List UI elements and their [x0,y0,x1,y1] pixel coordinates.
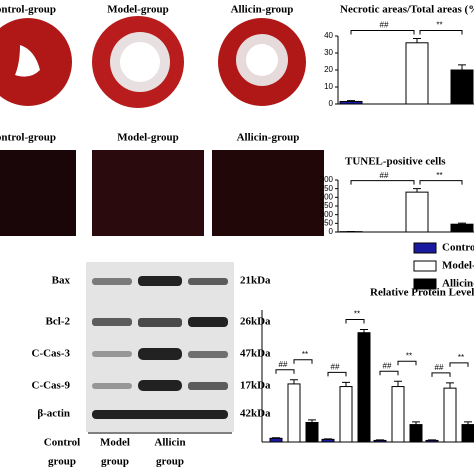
annotation: ## [383,361,392,370]
bar [443,387,457,443]
y-tick-label: 200 [320,192,334,201]
bracket [350,180,463,185]
size-label: 21kDa [240,275,271,287]
bar [339,386,353,443]
error-bar [324,438,332,440]
annotation: ## [380,21,389,30]
protein-label: C-Cas-3 [32,348,71,360]
group-label: Control [44,437,80,449]
legend-label: Control-group [442,242,474,254]
y-tick-label: 10 [324,82,333,91]
error-bar [413,38,421,43]
legend-label: Allicin-group [442,278,474,290]
bar [357,332,371,443]
annotation: ## [331,362,340,371]
legend-label: Model-group [442,260,474,272]
error-bar [412,421,420,425]
size-label: 26kDa [240,316,271,328]
photo-label: Allicin-group [231,4,294,16]
error-bar [458,222,466,225]
y-tick-label: 150 [320,201,334,210]
annotation: ** [436,171,442,180]
legend-swatch [413,260,437,272]
group-label: Model [100,437,130,449]
annotation: ** [302,350,308,359]
bar [425,439,439,443]
size-label: 47kDa [240,348,271,360]
error-bar [464,421,472,425]
bar [269,437,283,443]
error-bar [290,379,298,384]
bar [391,386,405,443]
protein-label: C-Cas-9 [32,380,71,392]
photo-label: Control-group [0,4,56,16]
bar [409,424,423,443]
legend-swatch [413,278,437,290]
photo-label: Model-group [117,132,179,144]
chart-title: Relative Protein Levels [370,287,474,299]
annotation: ** [406,351,412,360]
y-tick-label: 20 [324,65,333,74]
bar [405,191,429,233]
bar [339,100,363,105]
annotation: ** [436,21,442,30]
error-bar [458,64,466,70]
legend-swatch [413,242,437,254]
bracket [379,360,417,376]
error-bar [428,439,436,441]
annotation: ** [458,353,464,362]
chart-title: TUNEL-positive cells [345,156,446,168]
error-bar [308,419,316,423]
y-tick-label: 250 [320,184,334,193]
bar [305,421,319,443]
bar [373,439,387,443]
blot-bands [86,262,234,432]
error-bar [376,439,384,441]
annotation: ## [279,360,288,369]
bracket [350,30,463,35]
error-bar [360,329,368,333]
annotation: ## [380,171,389,180]
size-label: 42kDa [240,408,271,420]
photo-label: Model-group [107,4,169,16]
error-bar [413,188,421,193]
bar [461,424,474,443]
bar [450,69,474,105]
y-tick-label: 0 [329,99,334,108]
y-tick-label: 300 [320,175,334,184]
bar [405,42,429,105]
protein-label: Bax [52,275,71,287]
error-bar [394,380,402,387]
annotation: ## [435,363,444,372]
bar [321,438,335,443]
protein-label: Bcl-2 [46,316,71,328]
photo-label: Allicin-group [237,132,300,144]
heart-photos [0,16,306,108]
group-label: group [101,456,129,468]
bracket [327,319,365,377]
protein-label: β-actin [37,408,70,420]
annotation: ** [354,310,360,319]
y-tick-label: 30 [324,48,333,57]
group-label: group [48,456,76,468]
error-bar [272,437,280,439]
tunel-photos [0,150,324,236]
error-bar [347,100,355,102]
group-label: group [156,456,184,468]
error-bar [342,381,350,387]
error-bar [446,382,454,389]
bracket [431,362,469,377]
bar [450,223,474,233]
bracket [275,359,313,374]
size-label: 17kDa [240,380,271,392]
group-label: Allicin [154,437,185,449]
y-tick-label: 50 [324,218,333,227]
y-tick-label: 100 [320,210,334,219]
bar [287,383,301,443]
y-tick-label: 0 [329,227,334,236]
y-tick-label: 40 [324,31,333,40]
photo-label: Control-group [0,132,56,144]
chart-title: Necrotic areas/Total areas (%) [340,4,474,16]
